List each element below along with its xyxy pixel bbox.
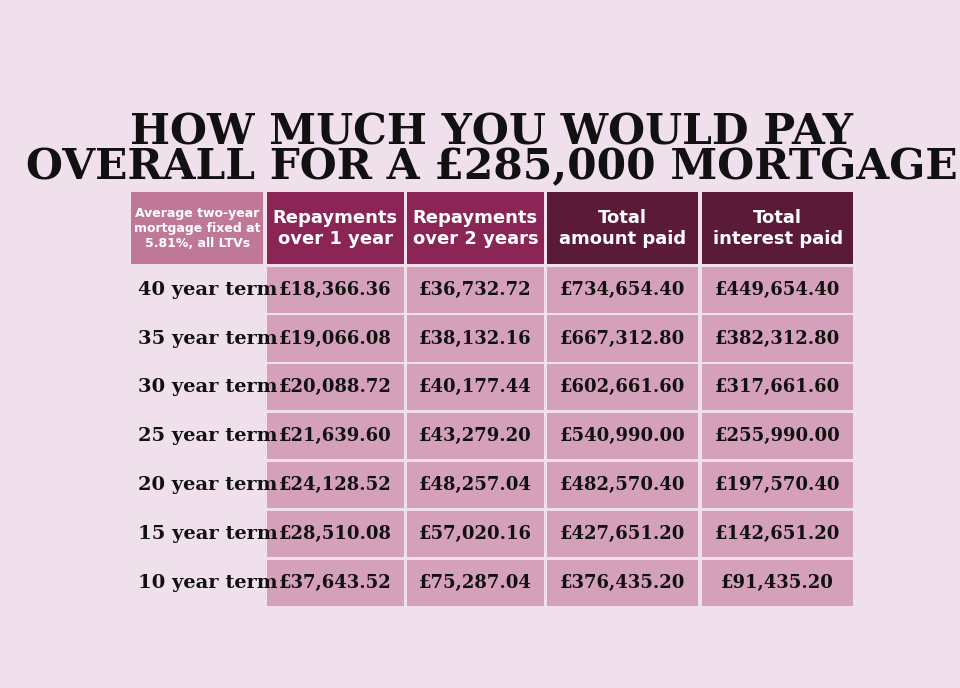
Bar xyxy=(702,364,853,411)
Text: Total
interest paid: Total interest paid xyxy=(712,209,843,248)
Text: £667,312.80: £667,312.80 xyxy=(561,330,685,347)
Text: £38,132.16: £38,132.16 xyxy=(420,330,532,347)
Bar xyxy=(702,316,853,362)
Bar xyxy=(407,364,543,411)
Text: £91,435.20: £91,435.20 xyxy=(721,574,834,592)
Text: Average two-year
mortgage fixed at
5.81%, all LTVs: Average two-year mortgage fixed at 5.81%… xyxy=(133,206,260,250)
Bar xyxy=(702,193,853,264)
Bar xyxy=(267,462,403,508)
Text: £40,177.44: £40,177.44 xyxy=(419,378,532,396)
Text: £36,732.72: £36,732.72 xyxy=(420,281,532,299)
Bar xyxy=(702,462,853,508)
Text: £21,639.60: £21,639.60 xyxy=(279,427,392,445)
Bar xyxy=(267,559,403,605)
Bar xyxy=(547,267,698,313)
Text: £19,066.08: £19,066.08 xyxy=(279,330,392,347)
Bar xyxy=(267,510,403,557)
Text: 35 year term: 35 year term xyxy=(138,330,277,347)
Text: £449,654.40: £449,654.40 xyxy=(715,281,840,299)
Text: £427,651.20: £427,651.20 xyxy=(561,525,685,543)
Text: HOW MUCH YOU WOULD PAY: HOW MUCH YOU WOULD PAY xyxy=(131,112,853,154)
Bar xyxy=(547,559,698,605)
Bar xyxy=(407,267,543,313)
Text: £43,279.20: £43,279.20 xyxy=(419,427,532,445)
Text: £382,312.80: £382,312.80 xyxy=(715,330,840,347)
Text: £255,990.00: £255,990.00 xyxy=(715,427,841,445)
Text: £75,287.04: £75,287.04 xyxy=(419,574,532,592)
Bar xyxy=(131,462,263,508)
Bar xyxy=(131,364,263,411)
Bar xyxy=(131,267,263,313)
Bar xyxy=(407,510,543,557)
Bar xyxy=(547,316,698,362)
Bar xyxy=(407,413,543,460)
Text: 25 year term: 25 year term xyxy=(138,427,277,445)
Text: £18,366.36: £18,366.36 xyxy=(279,281,392,299)
Text: £48,257.04: £48,257.04 xyxy=(419,476,532,494)
Bar xyxy=(702,267,853,313)
Text: £37,643.52: £37,643.52 xyxy=(279,574,392,592)
Bar xyxy=(702,510,853,557)
Text: £24,128.52: £24,128.52 xyxy=(279,476,392,494)
Text: £540,990.00: £540,990.00 xyxy=(560,427,685,445)
Text: Total
amount paid: Total amount paid xyxy=(560,209,686,248)
Bar xyxy=(131,193,263,264)
Bar xyxy=(547,413,698,460)
Bar xyxy=(267,193,403,264)
Text: Repayments
over 2 years: Repayments over 2 years xyxy=(413,209,539,248)
Text: £376,435.20: £376,435.20 xyxy=(561,574,685,592)
Bar xyxy=(702,559,853,605)
Text: OVERALL FOR A £285,000 MORTGAGE: OVERALL FOR A £285,000 MORTGAGE xyxy=(26,147,958,189)
Bar xyxy=(547,462,698,508)
Bar xyxy=(267,364,403,411)
Text: £28,510.08: £28,510.08 xyxy=(278,525,392,543)
Bar xyxy=(547,193,698,264)
Bar xyxy=(131,510,263,557)
Text: 20 year term: 20 year term xyxy=(138,476,277,494)
Bar xyxy=(407,559,543,605)
Bar xyxy=(547,364,698,411)
Bar xyxy=(407,316,543,362)
Bar xyxy=(547,510,698,557)
Bar xyxy=(407,462,543,508)
Bar xyxy=(267,316,403,362)
Bar xyxy=(131,413,263,460)
Bar xyxy=(131,316,263,362)
Text: £57,020.16: £57,020.16 xyxy=(419,525,532,543)
Text: £602,661.60: £602,661.60 xyxy=(561,378,685,396)
Text: £197,570.40: £197,570.40 xyxy=(715,476,840,494)
Text: £142,651.20: £142,651.20 xyxy=(715,525,840,543)
Text: £734,654.40: £734,654.40 xyxy=(561,281,685,299)
Text: 30 year term: 30 year term xyxy=(138,378,277,396)
Text: £20,088.72: £20,088.72 xyxy=(279,378,392,396)
Text: £317,661.60: £317,661.60 xyxy=(715,378,840,396)
Text: 15 year term: 15 year term xyxy=(138,525,277,543)
Bar xyxy=(702,413,853,460)
Text: 10 year term: 10 year term xyxy=(138,574,277,592)
Text: 40 year term: 40 year term xyxy=(138,281,277,299)
Bar xyxy=(267,267,403,313)
Text: Repayments
over 1 year: Repayments over 1 year xyxy=(273,209,397,248)
Bar xyxy=(407,193,543,264)
Text: £482,570.40: £482,570.40 xyxy=(560,476,685,494)
Bar xyxy=(267,413,403,460)
Bar xyxy=(131,559,263,605)
